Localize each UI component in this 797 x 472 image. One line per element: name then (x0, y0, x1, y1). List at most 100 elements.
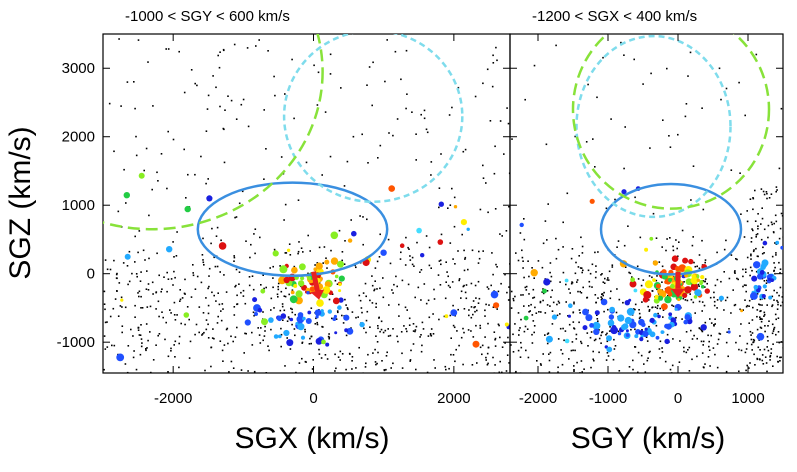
galaxy-point (600, 299, 603, 301)
galaxy-point (572, 321, 575, 323)
galaxy-point (778, 167, 781, 170)
galaxy-point (737, 278, 739, 281)
colored-galaxy-point (444, 314, 449, 319)
galaxy-point (202, 237, 204, 240)
galaxy-point (767, 272, 769, 274)
galaxy-point (499, 120, 502, 122)
galaxy-point (429, 333, 432, 335)
galaxy-point (763, 297, 766, 300)
galaxy-point (756, 315, 758, 318)
galaxy-point (373, 289, 375, 292)
galaxy-point (420, 113, 422, 116)
galaxy-point (570, 282, 573, 285)
galaxy-point (200, 281, 203, 284)
galaxy-point (392, 292, 394, 294)
galaxy-point (546, 304, 549, 306)
galaxy-point (676, 247, 678, 250)
galaxy-point (316, 321, 318, 324)
galaxy-point (443, 315, 446, 318)
galaxy-point (755, 270, 758, 273)
galaxy-point (124, 306, 127, 309)
galaxy-point (345, 334, 348, 337)
galaxy-point (137, 251, 139, 254)
galaxy-point (130, 328, 132, 331)
galaxy-point (595, 271, 597, 273)
galaxy-point (396, 285, 398, 288)
galaxy-point (615, 311, 618, 314)
galaxy-point (704, 280, 706, 283)
galaxy-point (601, 331, 604, 333)
galaxy-point (701, 107, 703, 109)
galaxy-point (253, 314, 255, 317)
colored-galaxy-point (756, 332, 765, 341)
galaxy-point (376, 288, 378, 290)
galaxy-point (364, 282, 367, 285)
colored-galaxy-point (727, 330, 731, 334)
galaxy-point (318, 246, 321, 249)
galaxy-point (104, 348, 107, 350)
galaxy-point (179, 298, 182, 301)
galaxy-point (640, 354, 643, 357)
colored-galaxy-point (624, 316, 632, 325)
galaxy-point (169, 309, 171, 311)
galaxy-point (774, 313, 777, 316)
galaxy-point (430, 335, 433, 337)
galaxy-point (771, 255, 774, 258)
galaxy-point (780, 107, 783, 110)
galaxy-point (127, 283, 129, 286)
galaxy-point (618, 370, 621, 372)
galaxy-point (320, 357, 323, 359)
galaxy-point (772, 343, 774, 345)
galaxy-point (597, 320, 599, 322)
galaxy-point (145, 323, 148, 325)
galaxy-point (507, 336, 509, 339)
galaxy-point (757, 213, 759, 215)
galaxy-point (723, 309, 725, 311)
galaxy-point (725, 341, 728, 344)
left-y-axis-label: SGZ (km/s) (4, 126, 37, 279)
galaxy-point (494, 337, 497, 340)
galaxy-point (713, 325, 715, 327)
galaxy-point (433, 359, 435, 361)
colored-galaxy-point (567, 314, 572, 318)
colored-galaxy-point (644, 280, 653, 289)
galaxy-point (240, 103, 243, 106)
galaxy-point (493, 372, 496, 373)
galaxy-point (587, 345, 589, 347)
galaxy-point (751, 269, 753, 272)
galaxy-point (776, 355, 778, 358)
galaxy-point (773, 231, 775, 234)
galaxy-point (749, 198, 752, 200)
galaxy-point (283, 295, 286, 297)
galaxy-point (652, 212, 655, 215)
galaxy-point (379, 233, 381, 236)
galaxy-point (580, 292, 583, 294)
galaxy-point (330, 249, 332, 252)
galaxy-point (631, 276, 633, 278)
galaxy-point (141, 342, 143, 344)
galaxy-point (539, 363, 542, 365)
colored-galaxy-point (606, 335, 612, 342)
galaxy-point (656, 275, 658, 277)
colored-galaxy-point (761, 259, 769, 267)
galaxy-point (170, 350, 172, 352)
galaxy-point (286, 320, 289, 322)
galaxy-point (295, 371, 297, 373)
galaxy-point (389, 262, 392, 265)
galaxy-point (756, 255, 759, 257)
galaxy-point (167, 355, 170, 358)
galaxy-point (207, 337, 210, 339)
galaxy-point (511, 138, 513, 140)
galaxy-point (174, 340, 177, 343)
galaxy-point (482, 82, 484, 85)
galaxy-point (632, 359, 634, 362)
galaxy-point (755, 236, 757, 238)
colored-galaxy-point (283, 329, 290, 337)
galaxy-point (522, 294, 524, 296)
galaxy-point (208, 275, 210, 277)
galaxy-point (234, 336, 237, 338)
galaxy-point (714, 284, 717, 287)
galaxy-point (450, 353, 452, 356)
colored-galaxy-point (291, 266, 298, 274)
colored-galaxy-point (388, 185, 396, 192)
